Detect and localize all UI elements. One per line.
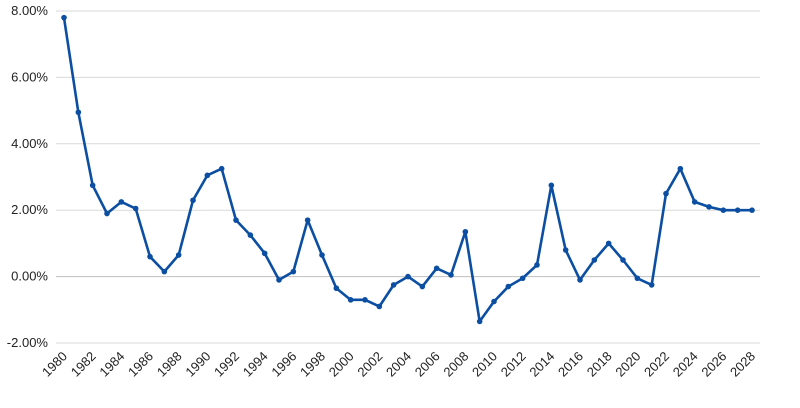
y-tick-label: 4.00% [11,136,48,151]
data-point-2015 [562,247,569,253]
x-tick-label: 2018 [584,349,615,380]
y-axis-tick-labels: -2.00% 0.00% 2.00% 4.00% 6.00% 8.00% [7,3,49,350]
x-tick-label: 2002 [354,349,385,380]
data-point-1994 [261,250,268,257]
data-point-1985 [132,205,139,212]
x-tick-label: 1990 [182,349,213,380]
data-point-1991 [218,165,225,172]
x-tick-label: 2016 [555,349,586,380]
data-point-1993 [247,232,254,238]
data-point-1997 [304,217,311,223]
data-point-2028 [749,207,755,213]
x-tick-label: 1998 [297,349,328,380]
x-tick-label: 2008 [440,349,471,380]
data-point-2019 [620,257,626,263]
x-tick-label: 2014 [526,349,557,380]
x-tick-label: 2006 [412,349,443,380]
data-point-1995 [276,277,282,283]
data-point-2007 [448,272,454,278]
gridlines [56,10,760,344]
data-point-2006 [433,265,440,272]
x-tick-label: 1982 [68,349,99,380]
data-point-1999 [333,285,340,292]
data-point-1981 [75,109,82,116]
data-point-2027 [734,207,741,213]
data-point-1990 [204,172,211,179]
x-tick-label: 2024 [670,349,701,380]
data-point-2026 [720,207,727,213]
data-point-2022 [663,190,669,197]
x-tick-label: 1996 [268,349,299,380]
y-tick-label: 8.00% [11,3,48,18]
x-tick-label: 2020 [612,349,643,380]
data-point-2014 [548,182,555,189]
x-tick-label: 2026 [698,349,729,380]
data-point-2023 [677,165,684,172]
data-point-2024 [691,199,698,205]
y-tick-label: -2.00% [7,335,49,350]
data-point-2005 [419,283,426,290]
data-point-1992 [233,217,239,223]
x-tick-label: 1988 [154,349,185,380]
data-point-2011 [505,283,512,290]
x-tick-label: 2004 [383,349,414,380]
data-point-2021 [648,282,655,288]
y-tick-label: 6.00% [11,69,48,84]
data-point-2004 [405,273,411,280]
x-tick-label: 1986 [125,349,156,380]
data-point-1983 [104,210,110,217]
data-point-1988 [175,252,182,258]
data-point-2017 [591,257,598,263]
y-tick-label: 2.00% [11,202,48,217]
data-point-2018 [605,240,612,247]
data-point-1989 [190,197,196,204]
x-tick-label: 2010 [469,349,500,380]
data-point-2008 [462,228,469,235]
data-point-2025 [706,204,712,210]
data-point-1980 [61,14,67,21]
data-point-2010 [491,298,497,305]
x-axis-tick-labels: 1980198219841986198819901992199419961998… [39,349,758,380]
data-point-2013 [534,262,540,268]
data-point-2012 [519,275,526,282]
data-point-2001 [362,297,368,303]
data-point-1982 [89,182,96,189]
data-point-1986 [147,253,153,260]
data-point-2003 [390,282,397,288]
x-tick-label: 1984 [96,349,127,380]
data-point-1987 [161,268,168,275]
series-points [61,14,755,325]
x-tick-label: 1994 [240,349,271,380]
data-point-2016 [577,277,583,283]
x-tick-label: 2000 [326,349,357,380]
x-tick-label: 2012 [498,349,529,380]
data-point-1996 [290,268,297,275]
data-point-1984 [118,199,125,205]
data-point-2020 [634,275,641,282]
x-tick-label: 2028 [727,349,758,380]
data-point-2000 [347,297,354,303]
x-tick-label: 2022 [641,349,672,380]
x-tick-label: 1992 [211,349,242,380]
data-point-2002 [376,303,383,310]
x-tick-label: 1980 [39,349,70,380]
data-point-2009 [476,318,483,325]
y-tick-label: 0.00% [11,269,48,284]
data-point-1998 [319,252,325,258]
